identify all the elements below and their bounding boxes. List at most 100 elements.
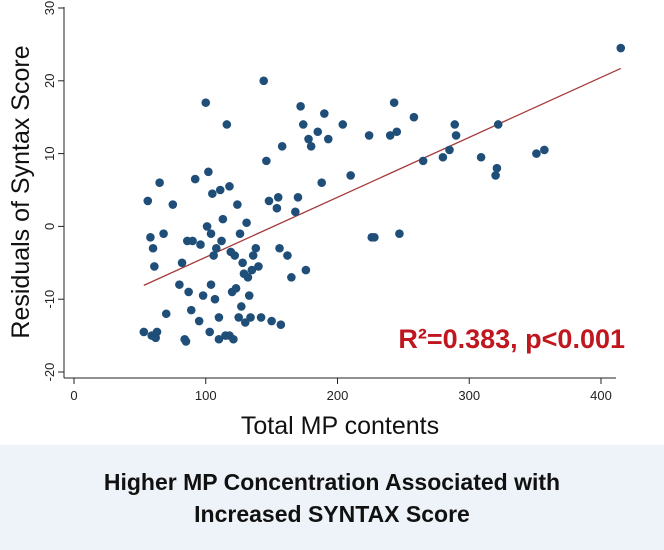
data-point	[409, 112, 419, 122]
data-point	[445, 145, 454, 155]
data-point	[143, 196, 153, 206]
data-point	[198, 291, 208, 300]
data-point	[161, 309, 171, 319]
data-point	[493, 120, 503, 129]
data-point	[235, 229, 245, 238]
x-tick-label: 0	[70, 388, 77, 403]
data-point	[616, 43, 626, 53]
caption: Higher MP Concentration Associated with …	[0, 445, 664, 550]
y-tick-label: 20	[42, 74, 57, 88]
data-point	[175, 280, 184, 289]
axis-ticks: 0 100 200 300 400 -20 -10 0 10 20 30	[42, 1, 612, 403]
data-point	[215, 185, 225, 195]
data-point	[317, 178, 326, 188]
data-point	[276, 320, 286, 329]
y-tick-label: 10	[42, 146, 57, 160]
data-point	[150, 262, 159, 271]
data-point	[370, 233, 379, 242]
data-point	[202, 222, 212, 231]
x-tick-label: 100	[195, 388, 217, 403]
data-point	[389, 98, 399, 107]
data-point	[237, 302, 246, 311]
data-point	[146, 233, 155, 242]
x-axis-title: Total MP contents	[241, 412, 439, 440]
data-point	[168, 200, 178, 209]
data-point	[491, 171, 500, 180]
data-point	[392, 127, 402, 137]
data-point	[275, 243, 284, 253]
data-point	[251, 243, 261, 253]
data-point	[209, 251, 218, 260]
data-point	[214, 313, 224, 322]
data-point	[230, 251, 240, 260]
data-point	[190, 174, 200, 184]
data-points	[139, 43, 626, 346]
data-point	[306, 142, 316, 151]
data-point	[188, 236, 197, 246]
data-point	[242, 218, 251, 228]
data-point	[243, 273, 253, 282]
regression-line	[143, 67, 622, 286]
data-point	[139, 327, 149, 337]
data-point	[264, 196, 274, 206]
data-point	[450, 120, 460, 129]
data-point	[204, 167, 213, 177]
data-point	[532, 149, 541, 158]
caption-line-1: Higher MP Concentration Associated with	[103, 468, 561, 495]
data-point	[159, 229, 168, 238]
data-point	[201, 98, 211, 107]
data-point	[451, 131, 461, 140]
r-squared-annotation: R²=0.383, p<0.001	[398, 324, 625, 354]
data-point	[229, 334, 238, 344]
data-point	[155, 178, 164, 188]
data-point	[238, 258, 247, 268]
data-point	[385, 131, 395, 140]
y-tick-label: -10	[42, 290, 57, 309]
data-point	[211, 243, 221, 253]
data-point	[259, 76, 269, 86]
data-point	[313, 127, 323, 137]
data-point	[225, 182, 234, 191]
data-point	[246, 313, 255, 322]
data-point	[186, 305, 196, 315]
data-point	[301, 265, 311, 275]
data-point	[244, 291, 254, 300]
data-point	[218, 214, 228, 224]
data-point	[540, 145, 549, 155]
data-point	[217, 236, 226, 246]
data-point	[283, 251, 292, 260]
axes	[63, 7, 616, 379]
data-point	[287, 273, 296, 282]
data-point	[206, 280, 216, 289]
data-point	[291, 207, 300, 217]
data-point	[346, 171, 355, 180]
data-point	[492, 163, 502, 173]
x-tick-label: 300	[458, 388, 480, 403]
data-point	[262, 156, 271, 166]
data-point	[184, 287, 193, 297]
y-tick-label: 0	[42, 223, 57, 230]
x-tick-label: 200	[327, 388, 349, 403]
data-point	[233, 200, 242, 209]
data-point	[247, 265, 257, 275]
data-point	[296, 101, 305, 111]
data-point	[152, 327, 162, 337]
data-point	[205, 327, 215, 337]
data-point	[277, 142, 287, 151]
scatter-plot-panel: 0 100 200 300 400 -20 -10 0 10 20 30 Total MP cont…	[0, 0, 664, 445]
y-axis-title: Residuals of Syntax Score	[7, 45, 35, 338]
scatter-chart: 0 100 200 300 400 -20 -10 0 10 20 30 Total MP cont…	[7, 1, 626, 440]
data-point	[256, 313, 266, 322]
y-tick-label: -20	[42, 363, 57, 382]
data-point	[418, 156, 428, 166]
data-point	[267, 316, 276, 326]
data-point	[196, 240, 205, 249]
data-point	[293, 192, 303, 202]
data-point	[234, 313, 243, 322]
data-point	[208, 189, 217, 198]
data-point	[364, 131, 374, 140]
data-point	[323, 134, 333, 144]
data-point	[177, 258, 187, 268]
data-point	[214, 334, 224, 344]
data-point	[248, 251, 258, 260]
